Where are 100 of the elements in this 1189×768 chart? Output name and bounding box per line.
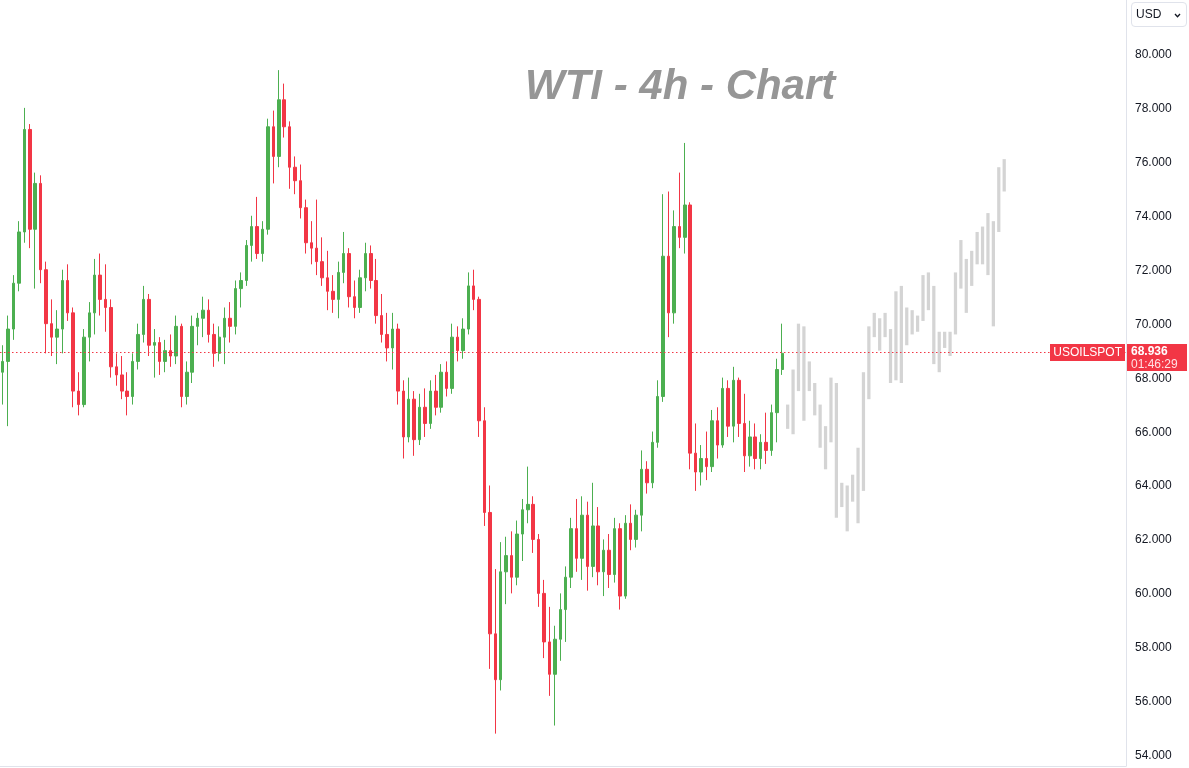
candlestick bbox=[640, 449, 643, 532]
candlestick bbox=[261, 220, 264, 263]
candlestick bbox=[39, 174, 42, 284]
candlestick bbox=[380, 293, 383, 344]
candlestick bbox=[613, 517, 616, 584]
candlestick bbox=[66, 263, 69, 322]
candlestick bbox=[732, 366, 735, 443]
bar bbox=[970, 250, 974, 286]
candlestick bbox=[391, 312, 394, 371]
candlestick bbox=[661, 193, 665, 403]
candlestick bbox=[277, 69, 281, 168]
candlestick bbox=[504, 536, 508, 605]
candlestick bbox=[542, 579, 546, 659]
y-tick-label: 56.000 bbox=[1135, 694, 1173, 709]
candlestick bbox=[580, 495, 584, 581]
candlestick bbox=[407, 377, 410, 443]
bar bbox=[921, 275, 925, 321]
candlestick bbox=[142, 285, 145, 344]
candlestick bbox=[33, 172, 37, 290]
bar bbox=[834, 383, 838, 518]
candlestick bbox=[255, 196, 259, 260]
candlestick bbox=[418, 393, 421, 446]
candlestick bbox=[575, 498, 578, 573]
candlestick bbox=[721, 377, 724, 449]
bar bbox=[926, 272, 931, 311]
candlestick bbox=[656, 379, 659, 449]
candlestick bbox=[272, 110, 275, 184]
text: WTI - 4h - Chart bbox=[525, 60, 838, 108]
candlestick bbox=[683, 142, 687, 255]
candlestick bbox=[569, 517, 573, 589]
candlestick bbox=[467, 271, 470, 335]
candlestick bbox=[634, 509, 638, 549]
candlestick bbox=[163, 339, 167, 373]
bar bbox=[915, 315, 920, 332]
candlestick bbox=[667, 191, 670, 338]
candlestick bbox=[12, 274, 15, 341]
candlestick bbox=[445, 360, 448, 397]
candlestick bbox=[450, 323, 454, 395]
candlestick bbox=[710, 409, 714, 473]
candlestick bbox=[429, 379, 432, 430]
candlestick bbox=[77, 371, 80, 416]
candlestick bbox=[596, 506, 600, 586]
bar bbox=[829, 377, 833, 443]
bar bbox=[813, 383, 817, 416]
candlestick bbox=[553, 625, 557, 727]
candlestick bbox=[331, 274, 335, 314]
candlestick bbox=[131, 352, 134, 406]
candlestick bbox=[288, 120, 291, 190]
candlestick bbox=[223, 306, 226, 365]
y-tick-label: 80.000 bbox=[1135, 46, 1173, 61]
candlestick bbox=[347, 247, 351, 308]
y-tick-label: 58.000 bbox=[1135, 640, 1173, 655]
candlestick bbox=[515, 520, 519, 586]
candlestick bbox=[759, 433, 762, 470]
candlestick bbox=[672, 209, 676, 325]
candlestick bbox=[228, 301, 232, 344]
candlestick bbox=[645, 460, 649, 495]
candlestick bbox=[293, 155, 297, 195]
bar bbox=[959, 240, 963, 289]
bar bbox=[856, 447, 860, 524]
candlestick bbox=[201, 296, 205, 338]
bar bbox=[818, 404, 822, 448]
candlestick bbox=[651, 431, 654, 489]
candlestick bbox=[607, 533, 611, 589]
candlestick bbox=[602, 538, 605, 597]
bar bbox=[796, 323, 801, 392]
candlestick bbox=[358, 269, 362, 314]
candlestick bbox=[521, 498, 524, 562]
candlestick bbox=[770, 404, 773, 457]
candlestick bbox=[699, 444, 703, 486]
bar bbox=[905, 307, 909, 346]
candlestick bbox=[218, 325, 221, 362]
bar bbox=[991, 221, 995, 327]
y-tick-label: 68.000 bbox=[1135, 370, 1173, 385]
candlestick bbox=[694, 422, 697, 492]
candlestick bbox=[618, 522, 622, 611]
candlestick bbox=[239, 271, 243, 308]
y-tick-label: 60.000 bbox=[1135, 586, 1173, 601]
candlestick bbox=[748, 420, 752, 468]
text: 68.936 bbox=[1131, 343, 1169, 358]
candlestick bbox=[104, 263, 107, 333]
bar bbox=[986, 213, 990, 276]
bar bbox=[948, 331, 952, 357]
candlestick bbox=[304, 199, 308, 255]
candlestick bbox=[499, 541, 502, 691]
bar bbox=[932, 285, 936, 365]
bar bbox=[867, 326, 871, 400]
text: 01:46:29 bbox=[1131, 356, 1179, 371]
candlestick bbox=[564, 565, 567, 643]
bar bbox=[872, 312, 876, 338]
candlestick bbox=[559, 592, 562, 662]
candlestick bbox=[174, 315, 178, 365]
candlestick bbox=[282, 83, 286, 139]
candlestick bbox=[402, 379, 405, 460]
candlestick bbox=[196, 312, 199, 346]
candlestick bbox=[494, 568, 497, 735]
y-tick-label: 54.000 bbox=[1135, 748, 1173, 763]
candlestick bbox=[548, 606, 551, 697]
bar bbox=[861, 372, 866, 491]
candlestick bbox=[337, 261, 340, 319]
